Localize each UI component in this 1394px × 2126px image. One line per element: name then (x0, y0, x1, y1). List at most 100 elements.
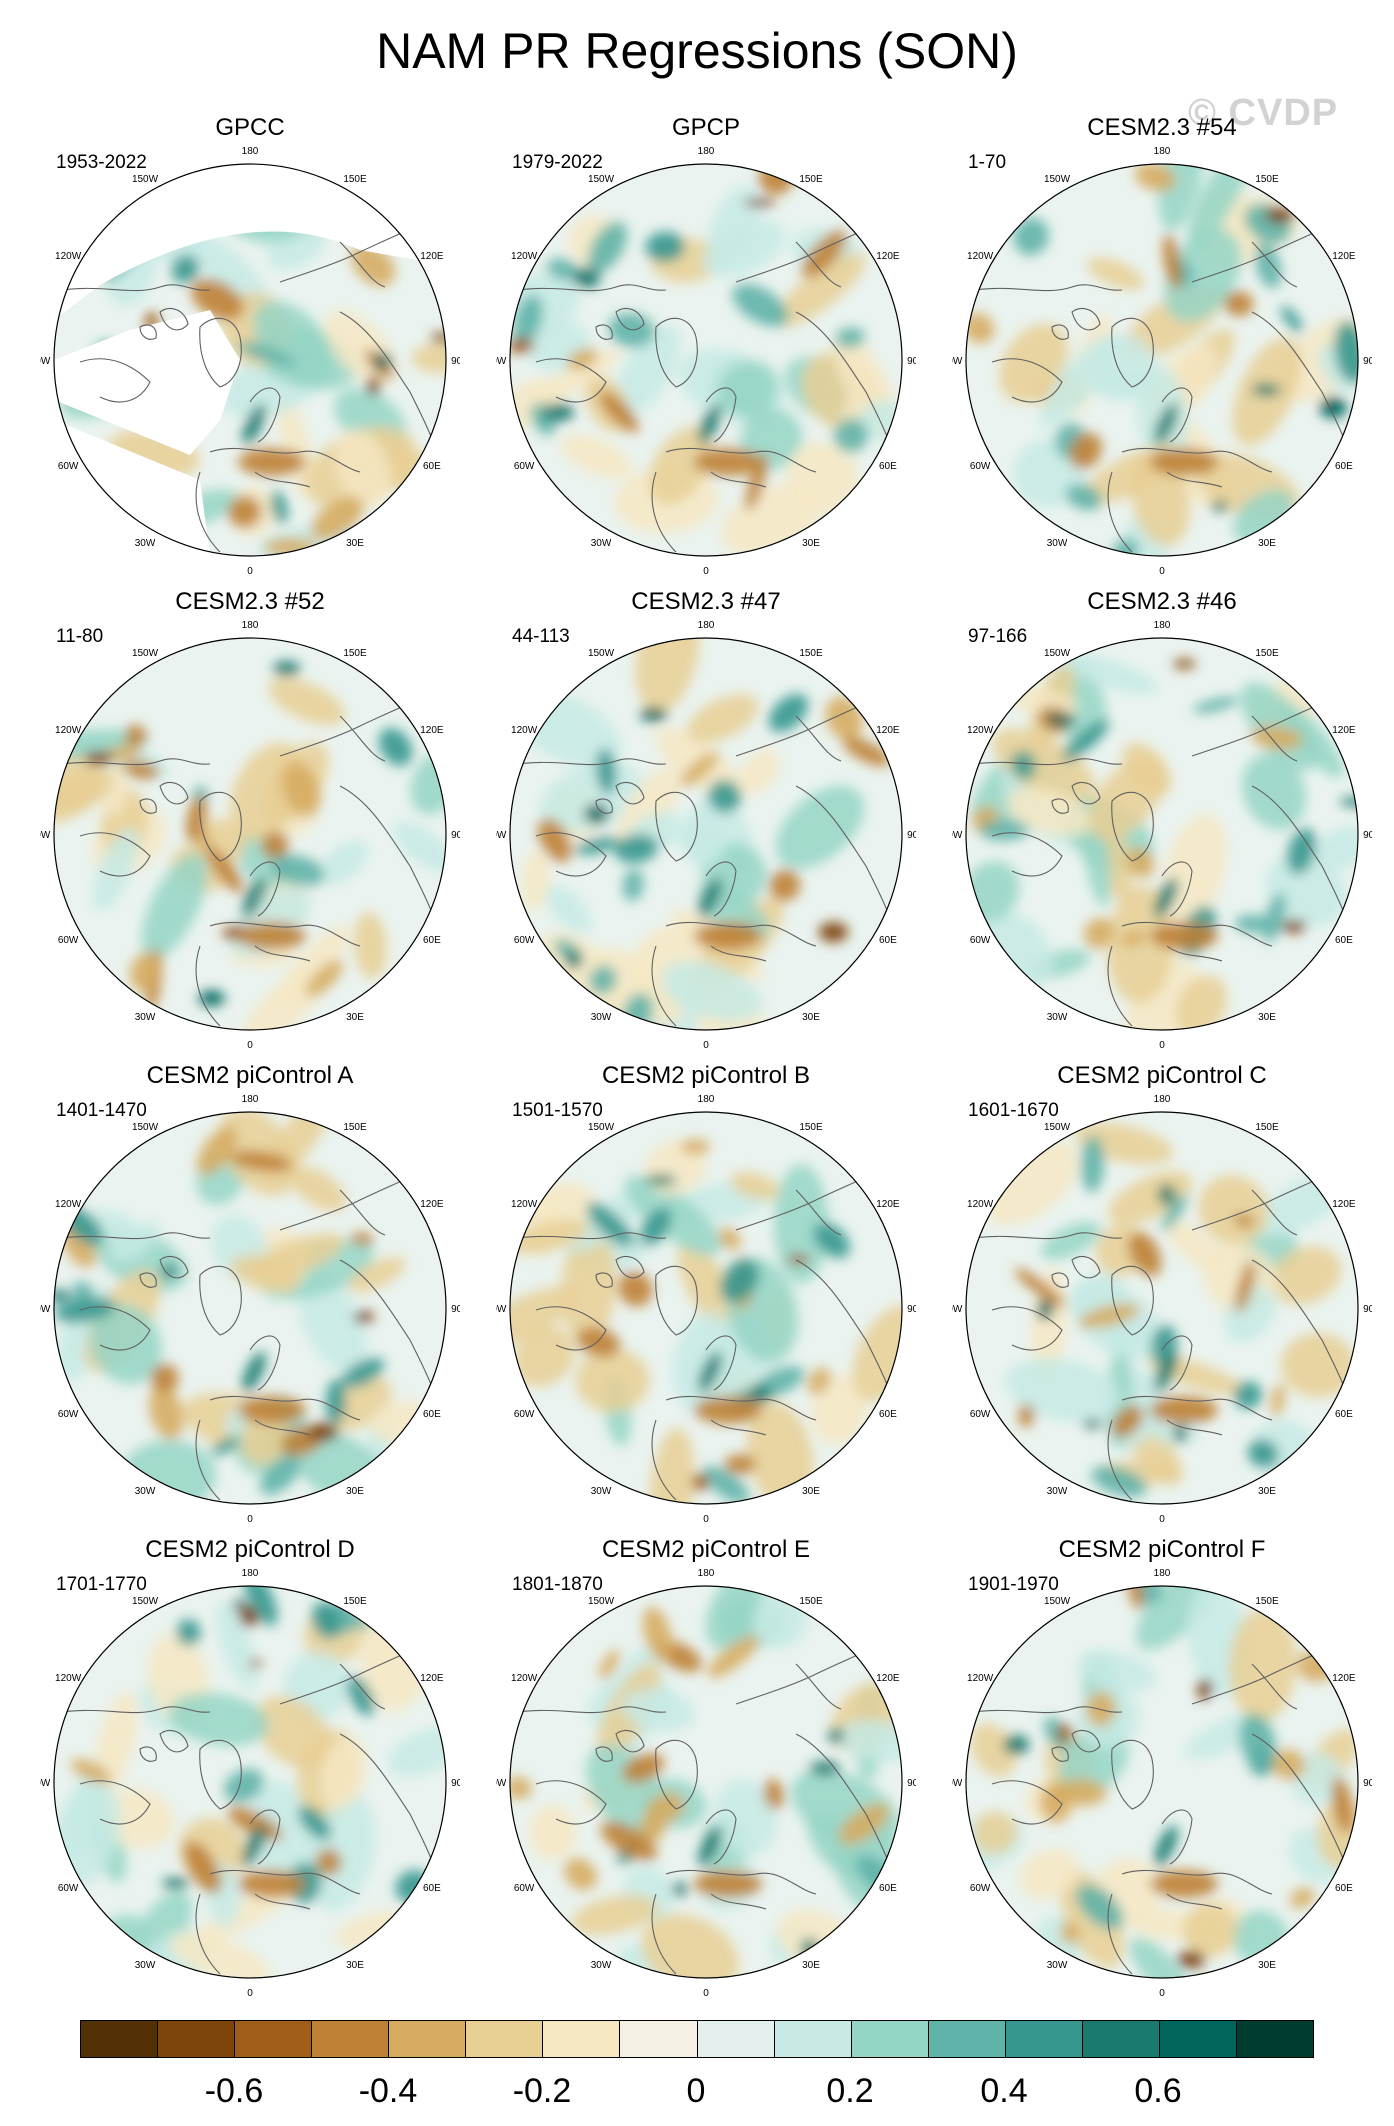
longitude-label: 90W (496, 1304, 507, 1315)
longitude-label: 150W (132, 1122, 159, 1133)
longitude-label: 0 (247, 566, 253, 577)
longitude-label: 180 (698, 1568, 715, 1579)
longitude-label: 120W (55, 725, 82, 736)
colorbar-swatch (81, 2021, 159, 2057)
longitude-label: 120E (420, 251, 444, 262)
longitude-label: 0 (703, 566, 709, 577)
contour-field (510, 1112, 902, 1504)
map-boundary (965, 637, 1359, 1031)
panel-title: CESM2.3 #47 (631, 588, 781, 615)
longitude-label: 120E (1332, 725, 1356, 736)
longitude-label: 90E (907, 830, 916, 841)
longitude-label: 180 (242, 1094, 259, 1105)
longitude-label: 90E (451, 356, 460, 367)
polar-map: 180 150E 120E 90E 60E 30E 0 30W 60W 90W 120W 150W (40, 1094, 460, 1525)
map-boundary (53, 1585, 447, 1979)
longitude-label: 120E (1332, 1199, 1356, 1210)
map-boundary (509, 163, 903, 557)
panel-title: CESM2 piControl A (146, 1062, 354, 1089)
longitude-label: 0 (247, 1988, 253, 1999)
coastlines (510, 221, 892, 553)
colorbar-swatch (389, 2021, 467, 2057)
longitude-label: 150W (132, 1596, 159, 1607)
longitude-label: 30W (135, 1012, 156, 1023)
longitude-label: 120E (876, 1199, 900, 1210)
longitude-label: 30W (135, 1486, 156, 1497)
map-boundary (53, 163, 447, 557)
longitude-label: 120W (511, 251, 538, 262)
longitude-label: 30W (1047, 1486, 1068, 1497)
longitude-label: 30E (1258, 538, 1276, 549)
contour-field (966, 1586, 1358, 1978)
longitude-label: 60E (423, 935, 441, 946)
longitude-label: 150E (1255, 174, 1279, 185)
longitude-label: 30W (1047, 1012, 1068, 1023)
longitude-label: 90E (1363, 1778, 1372, 1789)
longitude-label: 30E (1258, 1012, 1276, 1023)
map-panel: 180 150E 120E 90E 60E 30E 0 30W 60W 90W 120W 150W CE… (40, 1060, 460, 1535)
map-boundary (965, 1585, 1359, 1979)
panel-period: 1501-1570 (512, 1100, 603, 1121)
polar-map: 180 150E 120E 90E 60E 30E 0 30W 60W 90W 120W 150W (496, 620, 916, 1051)
longitude-label: 30W (1047, 1960, 1068, 1971)
longitude-label: 60W (970, 1883, 991, 1894)
longitude-label: 30E (346, 1960, 364, 1971)
panel-title: CESM2 piControl B (601, 1062, 811, 1089)
longitude-label: 150W (1044, 1122, 1071, 1133)
longitude-label: 150E (799, 174, 823, 185)
panel-period: 1701-1770 (56, 1574, 147, 1595)
polar-map: 180 150E 120E 90E 60E 30E 0 30W 60W 90W 120W 150W (40, 620, 460, 1051)
longitude-label: 30E (1258, 1960, 1276, 1971)
panel-title: GPCP (671, 114, 740, 141)
longitude-label: 90W (496, 1778, 507, 1789)
longitude-label: 150W (588, 648, 615, 659)
map-boundary (509, 1111, 903, 1505)
longitude-label: 120E (876, 251, 900, 262)
contour-field (54, 164, 446, 556)
longitude-label: 150W (588, 1122, 615, 1133)
coastlines (54, 1169, 436, 1501)
longitude-label: 60W (514, 1883, 535, 1894)
longitude-label: 60E (423, 461, 441, 472)
contour-field (966, 638, 1358, 1030)
colorbar-swatch (543, 2021, 621, 2057)
longitude-label: 120E (1332, 1673, 1356, 1684)
coastlines (966, 1643, 1348, 1975)
longitude-label: 150E (1255, 1122, 1279, 1133)
longitude-label: 120W (967, 725, 994, 736)
contour-field (966, 164, 1358, 556)
colorbar-tick-label: 0.2 (826, 2072, 874, 2110)
colorbar-tick-label: 0 (686, 2072, 706, 2110)
panel-period: 1953-2022 (56, 152, 147, 173)
longitude-label: 60W (514, 461, 535, 472)
longitude-label: 0 (247, 1040, 253, 1051)
longitude-label: 30W (591, 538, 612, 549)
longitude-label: 90W (40, 356, 51, 367)
polar-map: 180 150E 120E 90E 60E 30E 0 30W 60W 90W 120W 150W (40, 1568, 460, 1999)
longitude-label: 30E (346, 1486, 364, 1497)
longitude-label: 90E (1363, 356, 1372, 367)
polar-map: 180 150E 120E 90E 60E 30E 0 30W 60W 90W 120W 150W (952, 620, 1372, 1051)
longitude-label: 120E (1332, 251, 1356, 262)
longitude-label: 90E (1363, 830, 1372, 841)
longitude-label: 60E (879, 1409, 897, 1420)
longitude-label: 30W (1047, 538, 1068, 549)
colorbar-swatch (1082, 2021, 1160, 2057)
map-panel: 180 150E 120E 90E 60E 30E 0 30W 60W 90W 120W 150W CE… (952, 112, 1372, 587)
colorbar-swatch (928, 2021, 1006, 2057)
longitude-label: 150W (132, 648, 159, 659)
polar-map: 180 150E 120E 90E 60E 30E 0 30W 60W 90W 120W 150W (496, 1094, 916, 1525)
colorbar-swatch (1159, 2021, 1237, 2057)
longitude-label: 90W (496, 356, 507, 367)
longitude-label: 90W (952, 1304, 963, 1315)
map-panel: 180 150E 120E 90E 60E 30E 0 30W 60W 90W 120W 150W CE… (40, 1534, 460, 2009)
longitude-label: 30W (591, 1960, 612, 1971)
longitude-label: 60W (514, 935, 535, 946)
colorbar-tick-label: -0.6 (204, 2072, 264, 2110)
watermark: © CVDP (1188, 92, 1339, 134)
longitude-label: 30E (802, 1960, 820, 1971)
longitude-label: 30W (135, 1960, 156, 1971)
longitude-label: 120W (55, 251, 82, 262)
map-boundary (53, 1111, 447, 1505)
longitude-label: 90E (907, 1304, 916, 1315)
